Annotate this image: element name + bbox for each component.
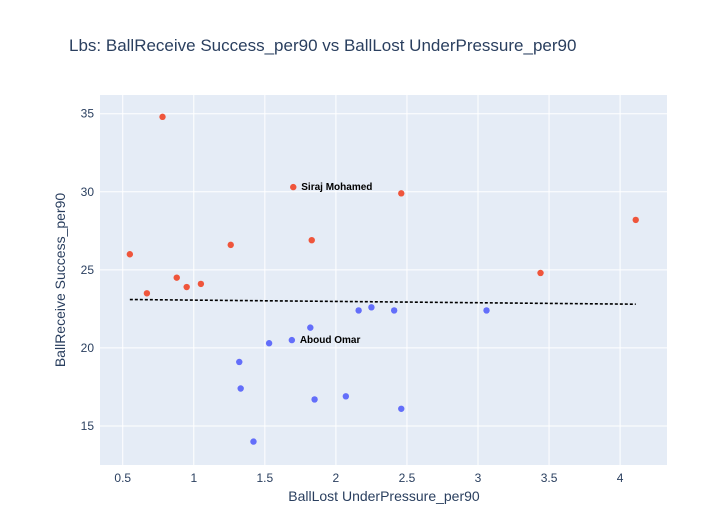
x-axis-title: BallLost UnderPressure_per90	[288, 488, 480, 504]
grid-layer	[100, 95, 667, 465]
data-point-red[interactable]	[308, 236, 315, 244]
annotation-layer: Siraj Mohamed Aboud Omar	[300, 182, 373, 346]
x-tick-labels: 0.5 1 1.5 2 2.5 3 3.5 4	[114, 471, 623, 485]
x-tick-label: 1	[190, 471, 197, 485]
trendline	[129, 298, 636, 305]
y-tick-label: 20	[81, 341, 95, 355]
data-point-red[interactable]	[126, 251, 134, 258]
data-point-red[interactable]	[159, 113, 166, 121]
point-annotation: Siraj Mohamed	[301, 182, 372, 193]
data-point-blue[interactable]	[237, 385, 244, 392]
data-point-blue[interactable]	[398, 405, 405, 412]
x-tick-label: 3	[475, 471, 482, 485]
x-tick-label: 1.5	[256, 471, 273, 485]
x-tick-label: 4	[617, 471, 624, 485]
y-tick-label: 15	[81, 419, 95, 433]
points-layer	[126, 113, 639, 445]
point-annotation: Aboud Omar	[300, 335, 361, 346]
y-tick-label: 30	[81, 185, 95, 199]
y-axis-title: BallReceive Success_per90	[52, 193, 68, 368]
data-point-blue[interactable]	[288, 336, 296, 344]
data-point-red[interactable]	[197, 280, 205, 288]
data-point-blue[interactable]	[265, 340, 273, 347]
data-point-red[interactable]	[227, 241, 234, 249]
y-tick-label: 25	[81, 263, 95, 277]
data-point-blue[interactable]	[390, 307, 398, 314]
data-point-red[interactable]	[173, 274, 180, 281]
data-point-red[interactable]	[183, 283, 190, 291]
x-tick-label: 2	[333, 471, 340, 485]
x-tick-label: 2.5	[399, 471, 416, 485]
data-point-blue[interactable]	[311, 396, 318, 403]
trend-layer	[129, 298, 636, 305]
data-point-red[interactable]	[537, 269, 544, 277]
data-point-red[interactable]	[290, 183, 297, 191]
y-tick-labels: 15 20 25 30 35	[81, 107, 95, 433]
data-point-blue[interactable]	[342, 393, 350, 400]
chart-title: Lbs: BallReceive Success_per90 vs BallLo…	[69, 36, 576, 55]
data-point-blue[interactable]	[355, 307, 362, 314]
x-tick-label: 0.5	[114, 471, 131, 485]
data-point-red[interactable]	[143, 290, 151, 297]
x-tick-label: 3.5	[541, 471, 558, 485]
y-tick-label: 35	[81, 107, 95, 121]
data-point-blue[interactable]	[236, 358, 243, 366]
data-point-red[interactable]	[398, 190, 405, 197]
data-point-blue[interactable]	[307, 324, 314, 331]
data-point-blue[interactable]	[483, 307, 490, 314]
data-point-red[interactable]	[632, 216, 639, 224]
data-point-blue[interactable]	[250, 438, 257, 445]
data-point-blue[interactable]	[368, 304, 375, 311]
plot-area	[100, 95, 667, 465]
